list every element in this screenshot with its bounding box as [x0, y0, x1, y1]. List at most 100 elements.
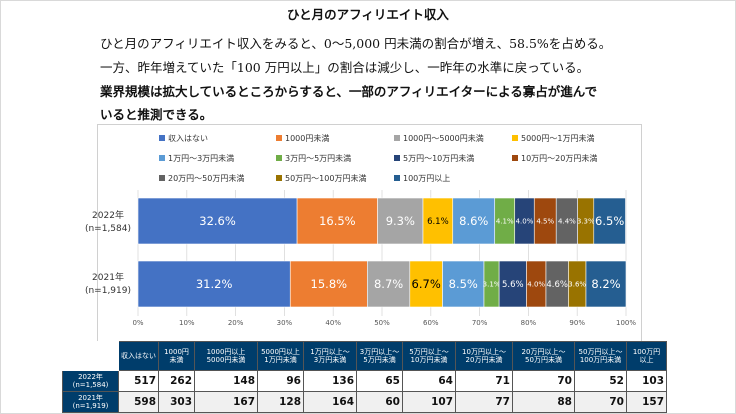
data-label: 3.1% — [483, 281, 501, 289]
table-cell: 517 — [118, 370, 159, 392]
bar-segment — [593, 197, 626, 245]
legend-swatch — [159, 155, 165, 161]
data-label: 15.8% — [311, 277, 348, 291]
table-row-header: 2021年 (n=1,919) — [62, 391, 119, 413]
table-cell: 96 — [257, 370, 304, 392]
legend-label: 20万円～50万円未満 — [168, 174, 245, 183]
table-header: 1000円 未満 — [158, 341, 195, 371]
table-header: 5万円以上～ 10万円未満 — [402, 341, 456, 371]
x-tick-label: 50% — [374, 319, 390, 327]
bar-segment — [377, 197, 424, 245]
legend-item-2: 1000円～5000円未満 — [394, 133, 484, 144]
table-cell: 103 — [626, 370, 667, 392]
table-header: 20万円以上～ 50万円未満 — [512, 341, 575, 371]
table-row: 2022年 (n=1,584) 517 262 148 96 136 65 64 … — [62, 370, 667, 392]
data-label: 8.2% — [591, 277, 620, 291]
legend-item-10: 100万円以上 — [394, 173, 450, 184]
data-label: 8.6% — [459, 214, 488, 228]
legend-swatch — [276, 135, 282, 141]
table-row-header: 2022年 (n=1,584) — [62, 370, 119, 392]
data-label: 8.7% — [374, 277, 403, 291]
table-row: 2021年 (n=1,919) 598 303 167 128 164 60 10… — [62, 391, 667, 413]
x-tick-label: 0% — [132, 319, 143, 327]
category-year: 2021年 — [92, 273, 124, 283]
table-cell: 164 — [303, 391, 357, 413]
x-tick-label: 10% — [179, 319, 195, 327]
legend-swatch — [276, 175, 282, 181]
table-cell: 88 — [512, 391, 575, 413]
table-header: 50万円以上～ 100万円未満 — [574, 341, 627, 371]
table-cell: 60 — [356, 391, 403, 413]
bar-segment — [422, 197, 454, 245]
data-label: 3.6% — [568, 281, 586, 289]
legend-label: 5万円～10万円未満 — [403, 154, 475, 163]
legend-item-9: 50万円～100万円未満 — [276, 173, 366, 184]
table-cell: 157 — [626, 391, 667, 413]
bar-segment — [442, 260, 485, 308]
legend-label: 収入はない — [168, 134, 208, 143]
legend-label: 1000円～5000円未満 — [403, 134, 484, 143]
bar-segment — [289, 260, 368, 308]
x-tick-label: 60% — [423, 319, 439, 327]
category-year: 2022年 — [92, 211, 124, 221]
table-header: 100万円 以上 — [626, 341, 667, 371]
table-header-row: 収入はない 1000円 未満 1000円以上 5000円未満 5000円以上 1万円未… — [62, 341, 667, 371]
table-header: 5000円以上 1万円未満 — [257, 341, 304, 371]
table-header: 1000円以上 5000円未満 — [194, 341, 258, 371]
table-cell: 148 — [194, 370, 258, 392]
legend-swatch — [512, 135, 518, 141]
data-label: 8.5% — [449, 277, 478, 291]
data-label: 3.3% — [577, 218, 595, 226]
table-cell: 128 — [257, 391, 304, 413]
table-cell: 64 — [402, 370, 456, 392]
table-cell: 107 — [402, 391, 456, 413]
bar-segment — [137, 197, 298, 245]
table-header: 1万円以上～ 3万円未満 — [303, 341, 357, 371]
data-label: 6.7% — [412, 277, 441, 291]
table-corner — [62, 341, 119, 371]
paragraph-line-2: 一方、昨年増えていた「100 万円以上」の割合は減少し、一昨年の水準に戻っている… — [100, 60, 590, 75]
table-cell: 70 — [574, 391, 627, 413]
legend-item-5: 3万円～5万円未満 — [276, 153, 351, 164]
data-label: 4.6% — [546, 280, 568, 290]
legend-swatch — [394, 175, 400, 181]
legend-item-6: 5万円～10万円未満 — [394, 153, 474, 164]
legend-item-0: 収入はない — [159, 133, 208, 144]
table-cell: 303 — [158, 391, 195, 413]
data-label: 6.5% — [595, 214, 624, 228]
table-header: 3万円以上～ 5万円未満 — [356, 341, 403, 371]
x-tick-label: 70% — [472, 319, 488, 327]
data-label: 31.2% — [196, 277, 233, 291]
category-n: (n=1,584) — [84, 224, 132, 234]
legend-item-4: 1万円～3万円未満 — [159, 153, 234, 164]
paragraph-line-1: ひと月のアフィリエイト収入をみると、0～5,000 円未満の割合が増え、58.5… — [100, 36, 612, 51]
data-label: 32.6% — [199, 214, 236, 228]
bar-segment — [137, 260, 291, 308]
legend-label: 1000円未満 — [285, 134, 330, 143]
legend-item-7: 10万円～20万円未満 — [512, 153, 597, 164]
table-cell: 70 — [512, 370, 575, 392]
paragraph-line-4: いると推測できる。 — [100, 107, 213, 122]
x-tick-label: 100% — [616, 319, 636, 327]
data-label: 4.0% — [516, 218, 534, 226]
legend-label: 3万円～5万円未満 — [285, 154, 352, 163]
data-label: 4.1% — [496, 218, 514, 226]
paragraph-line-3: 業界規模は拡大しているところからすると、一部のアフィリエイターによる寡占が進んで — [100, 84, 598, 99]
x-tick-label: 40% — [325, 319, 341, 327]
category-n: (n=1,919) — [84, 286, 132, 296]
bar-segment — [452, 197, 496, 245]
x-tick-label: 30% — [277, 319, 293, 327]
table-cell: 167 — [194, 391, 258, 413]
table-cell: 136 — [303, 370, 357, 392]
table-cell: 65 — [356, 370, 403, 392]
legend-label: 5000円～1万円未満 — [521, 134, 595, 143]
legend-swatch — [159, 135, 165, 141]
data-label: 16.5% — [319, 214, 356, 228]
table-cell: 71 — [455, 370, 513, 392]
data-label: 9.3% — [386, 214, 415, 228]
data-label: 4.5% — [536, 218, 554, 226]
x-tick-label: 90% — [569, 319, 585, 327]
table-header: 収入はない — [118, 341, 159, 371]
legend-swatch — [512, 155, 518, 161]
category-label-2021: 2021年 (n=1,919) — [78, 272, 138, 298]
